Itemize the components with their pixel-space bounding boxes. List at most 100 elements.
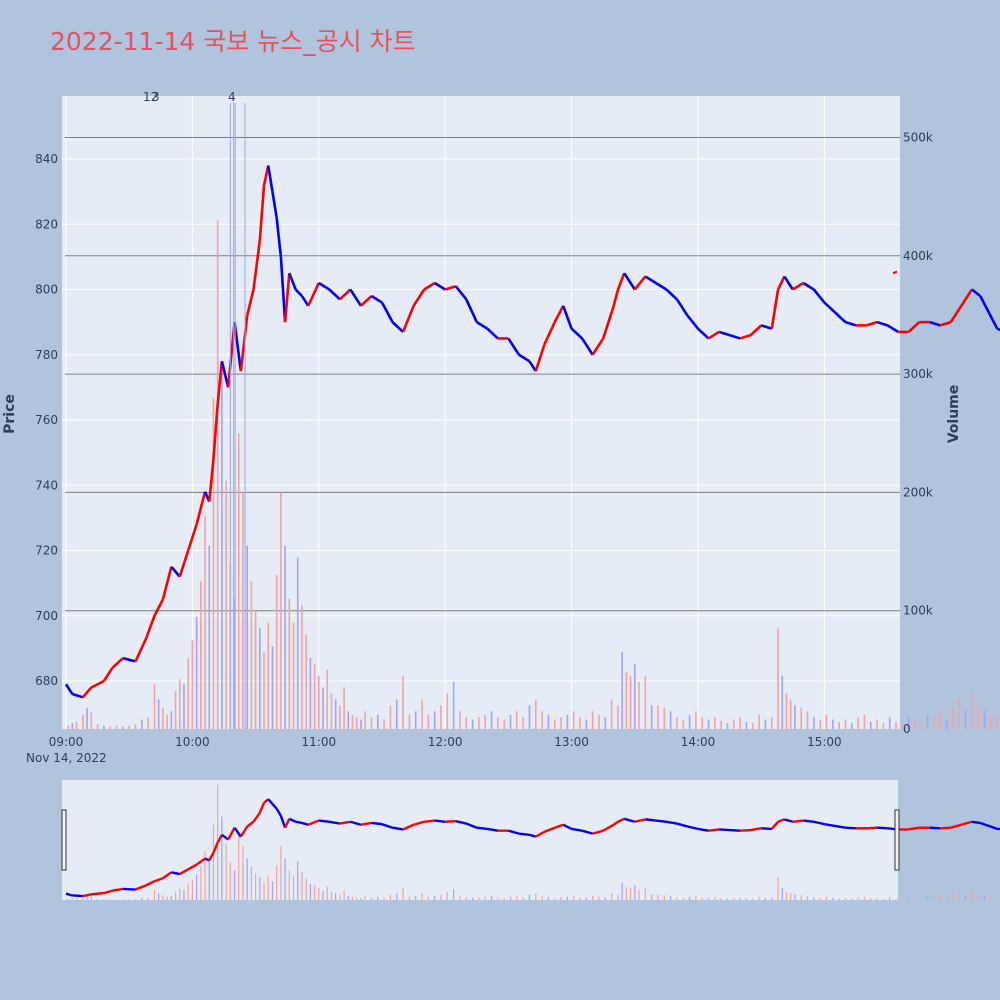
slider-volume-bar <box>554 897 556 900</box>
slider-volume-bar <box>82 896 84 900</box>
price-candle <box>907 321 921 333</box>
slider-volume-bar <box>707 897 710 900</box>
slider-price-segment <box>288 817 297 823</box>
slider-volume-bar <box>920 898 922 900</box>
volume-bar <box>147 717 149 729</box>
slider-price-segment <box>979 821 990 828</box>
volume-bar <box>785 693 788 729</box>
price-candle <box>216 361 224 404</box>
volume-bar <box>370 717 373 729</box>
price-candle <box>707 330 720 340</box>
price-candle <box>279 256 287 323</box>
volume-bar <box>701 717 704 729</box>
slider-price-segment <box>876 826 888 830</box>
slider-volume-bar <box>701 897 703 900</box>
price-candle <box>307 282 320 307</box>
volume-bar <box>90 712 93 729</box>
volume-bar <box>82 714 84 729</box>
volume-bar <box>170 711 173 729</box>
range-slider[interactable] <box>62 780 898 900</box>
slider-price-segment <box>687 825 699 831</box>
volume-bar <box>233 598 236 729</box>
price-candle <box>454 285 468 301</box>
price-candles <box>64 165 1000 699</box>
slider-price-segment <box>845 826 857 830</box>
slider-price-segment <box>697 827 709 832</box>
range-slider-left-handle[interactable] <box>61 809 67 871</box>
price-candle <box>349 288 363 307</box>
slider-price-segment <box>135 884 147 891</box>
price-candle <box>561 305 573 330</box>
slider-volume-bar <box>408 896 410 900</box>
volume-bar <box>208 545 211 729</box>
price-candle <box>776 275 786 291</box>
volume-tick-label: 200k <box>903 485 933 499</box>
price-candle <box>252 240 262 290</box>
price-tick-label: 760 <box>35 413 58 427</box>
price-candle <box>939 320 952 327</box>
slider-volume-bar <box>851 898 853 900</box>
slider-volume-bar <box>174 891 177 900</box>
slider-price-segment <box>740 828 751 832</box>
volume-bar <box>191 640 194 729</box>
price-candle <box>718 330 730 337</box>
slider-price-segment <box>171 871 181 876</box>
price-candle <box>675 298 689 317</box>
volume-bar <box>322 687 324 729</box>
volume-bar <box>579 717 581 729</box>
slider-volume-bar <box>313 885 316 900</box>
volume-bar <box>326 669 329 729</box>
price-candle <box>581 337 594 356</box>
slider-volume-bar <box>305 878 307 900</box>
price-candle <box>534 344 546 372</box>
slider-volume-bar <box>634 885 636 900</box>
volume-bar <box>414 711 417 729</box>
slider-price-segment <box>145 880 156 887</box>
slider-volume-bar <box>813 897 815 900</box>
slider-volume-bar <box>204 851 206 900</box>
volume-bar <box>288 598 291 729</box>
volume-bar <box>794 705 796 729</box>
slider-price-segment <box>233 827 242 838</box>
volume-bar <box>509 714 512 729</box>
slider-volume-bar <box>977 894 979 900</box>
price-candle <box>318 281 331 291</box>
volume-bar <box>296 557 299 729</box>
slider-price-segment <box>455 819 467 825</box>
slider-price-segment <box>792 819 804 823</box>
slider-volume-bar <box>857 897 859 900</box>
slider-price-segment <box>423 819 435 823</box>
slider-volume-bar <box>440 894 442 900</box>
volume-bar <box>275 575 278 729</box>
volume-bar <box>292 622 295 729</box>
volume-bar <box>465 717 468 729</box>
slider-price-segment <box>529 833 537 838</box>
slider-volume-bar <box>347 895 349 900</box>
volume-bar <box>204 516 206 729</box>
price-candle <box>697 327 710 340</box>
slider-price-segment <box>988 824 998 831</box>
price-candle <box>655 281 668 291</box>
volume-bars <box>67 220 998 729</box>
range-slider-right-handle[interactable] <box>894 809 900 871</box>
volume-tick-label: 500k <box>903 131 933 145</box>
slider-volume-bar <box>739 897 741 900</box>
volume-bar <box>534 699 537 729</box>
price-candle <box>338 288 352 301</box>
price-candle <box>987 311 999 330</box>
volume-bar <box>128 725 130 729</box>
main-plot-area[interactable] <box>62 96 900 729</box>
slider-volume-bar <box>670 895 672 900</box>
slider-price-segment <box>655 819 667 823</box>
slider-volume-bar <box>535 893 537 900</box>
volume-bar <box>876 719 878 729</box>
slider-price-segment <box>284 818 291 829</box>
slider-volume-bar <box>339 894 341 900</box>
slider-volume-bar <box>170 895 172 900</box>
price-candle <box>507 337 521 356</box>
price-candle <box>543 321 556 346</box>
volume-bar <box>497 717 499 729</box>
time-tick-label: 10:00 <box>175 735 210 749</box>
volume-bar <box>707 719 710 729</box>
